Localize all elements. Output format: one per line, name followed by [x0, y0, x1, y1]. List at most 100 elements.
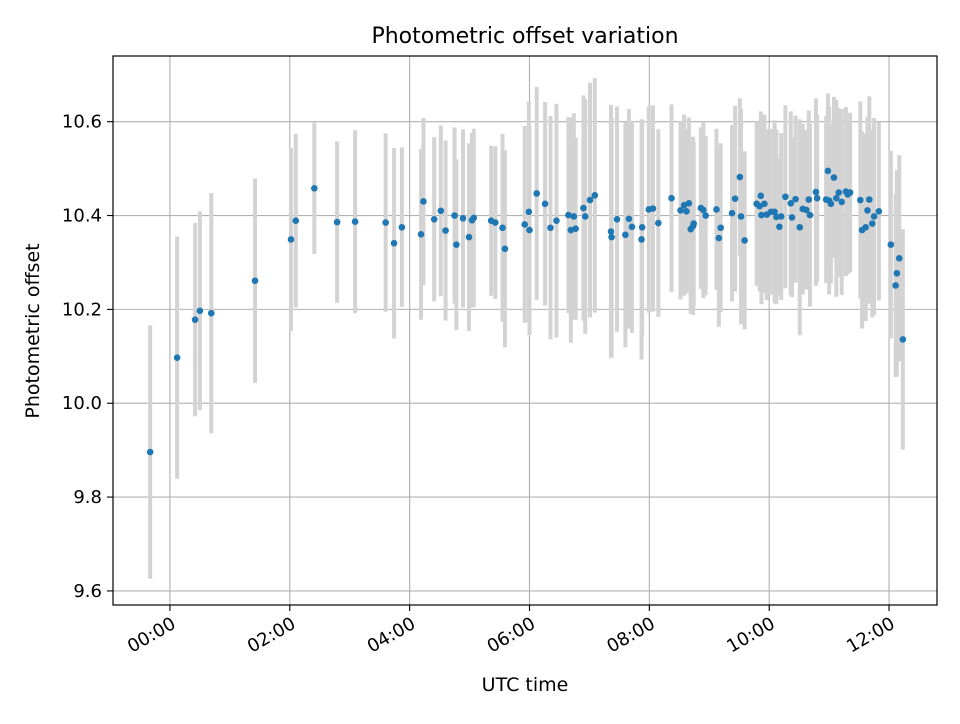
data-point — [638, 236, 645, 243]
data-point — [287, 236, 295, 243]
data-point — [417, 231, 425, 238]
data-point — [862, 223, 869, 231]
data-point — [702, 212, 709, 219]
data-point — [683, 208, 690, 215]
data-point — [741, 237, 748, 244]
x-tick-label: 10:00 — [723, 613, 778, 657]
data-point — [580, 204, 587, 212]
data-point — [622, 231, 629, 239]
data-point — [717, 224, 724, 232]
x-tick-label: 06:00 — [484, 613, 539, 657]
data-point — [638, 223, 646, 231]
data-point — [570, 213, 578, 220]
data-point — [875, 208, 883, 215]
data-point — [833, 194, 840, 202]
data-point — [437, 207, 445, 215]
data-point — [758, 211, 765, 219]
data-point — [805, 196, 813, 203]
data-point — [465, 233, 473, 241]
data-point — [776, 223, 783, 231]
data-point — [351, 218, 359, 225]
data-point — [846, 189, 854, 196]
data-point — [690, 220, 697, 227]
data-point — [442, 227, 449, 234]
data-point — [803, 206, 810, 214]
data-point — [521, 221, 529, 228]
data-point — [892, 282, 899, 289]
data-point — [771, 208, 778, 216]
x-tick-label: 12:00 — [843, 613, 898, 657]
y-axis-ticks: 9.6 9.8 10.0 10.2 10.4 10.6 — [62, 112, 113, 602]
data-point — [525, 208, 533, 216]
data-point — [782, 193, 789, 201]
data-point — [728, 209, 736, 217]
data-point — [773, 213, 780, 221]
data-point — [788, 214, 796, 221]
data-point — [856, 196, 864, 204]
data-point — [492, 219, 499, 226]
axes-frame — [112, 55, 938, 606]
data-point — [501, 245, 509, 253]
x-tick-label: 00:00 — [124, 613, 179, 657]
data-point — [591, 192, 599, 199]
data-point — [459, 215, 467, 222]
data-point — [824, 167, 832, 175]
data-point — [777, 213, 785, 220]
data-point — [470, 214, 478, 222]
data-point — [572, 225, 579, 232]
chart-title: Photometric offset variation — [371, 24, 678, 49]
data-point — [553, 217, 560, 224]
data-point — [864, 207, 871, 214]
data-point — [533, 190, 540, 197]
data-point — [586, 196, 594, 204]
data-point — [685, 200, 693, 207]
data-point — [895, 254, 903, 262]
x-axis-ticks: 00:00 02:00 04:00 06:00 08:00 10:00 12:00 — [124, 605, 899, 657]
data-point — [713, 206, 720, 213]
data-point — [451, 212, 458, 219]
y-tick-label: 9.6 — [73, 581, 102, 602]
data-point — [792, 195, 799, 203]
data-point — [649, 205, 657, 212]
data-point — [625, 215, 633, 223]
data-point — [887, 241, 895, 248]
data-point — [868, 220, 876, 227]
data-point — [333, 218, 341, 226]
data-point — [251, 277, 259, 285]
data-point — [196, 307, 204, 315]
y-tick-label: 10.4 — [62, 206, 102, 227]
data-point — [761, 200, 768, 208]
data-point — [757, 192, 765, 200]
data-point — [731, 195, 739, 202]
data-point — [655, 219, 662, 227]
data-point — [628, 223, 636, 231]
data-point — [420, 198, 427, 205]
data-point — [787, 200, 795, 207]
y-tick-label: 10.6 — [62, 112, 102, 133]
data-point — [613, 215, 621, 223]
data-point — [581, 213, 589, 220]
data-point — [499, 224, 506, 232]
data-point — [173, 354, 181, 362]
data-point — [607, 228, 615, 235]
data-point — [737, 213, 745, 220]
data-point — [191, 316, 199, 324]
x-tick-label: 08:00 — [603, 613, 658, 657]
point-layer — [146, 167, 907, 456]
data-point — [398, 223, 406, 231]
data-point — [541, 200, 549, 208]
data-point — [827, 200, 835, 208]
data-point — [899, 336, 907, 343]
data-point — [292, 217, 300, 224]
data-point — [699, 206, 707, 214]
x-tick-label: 02:00 — [244, 613, 299, 657]
data-point — [565, 211, 572, 219]
y-axis-label: Photometric offset — [22, 243, 44, 418]
data-point — [668, 194, 675, 202]
y-tick-label: 10.2 — [62, 299, 102, 320]
data-point — [311, 185, 318, 192]
errorbar-layer — [148, 78, 905, 579]
y-tick-label: 10.0 — [62, 393, 102, 414]
